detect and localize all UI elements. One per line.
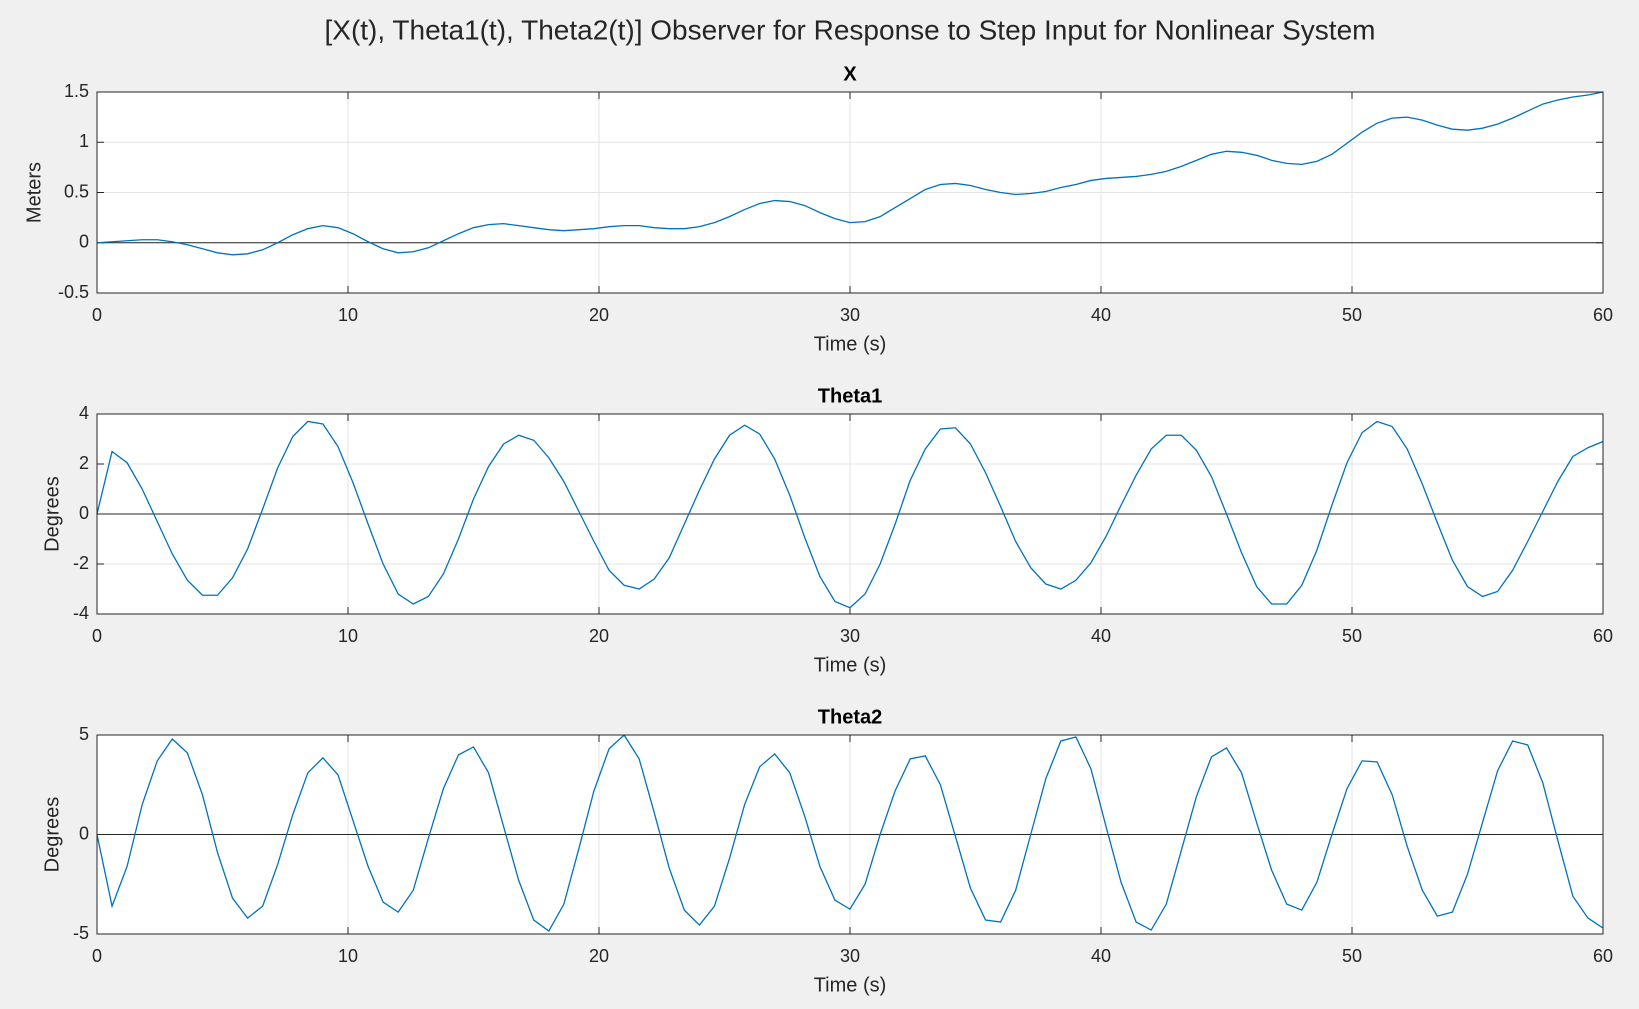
y-tick-label: 0	[79, 823, 89, 843]
x-axis-label: Time (s)	[814, 974, 887, 996]
y-tick-label: -0.5	[58, 282, 89, 302]
y-tick-label: 5	[79, 724, 89, 744]
x-tick-label: 50	[1342, 626, 1362, 646]
data-line	[96, 91, 1604, 256]
y-axis-label: Degrees	[41, 797, 63, 873]
y-tick-label: 0.5	[64, 181, 89, 201]
x-tick-label: 60	[1593, 946, 1613, 966]
y-tick-label: 1	[79, 131, 89, 151]
y-axis-label: Degrees	[41, 476, 63, 552]
x-tick-label: 20	[589, 305, 609, 325]
axes-title: Theta2	[818, 706, 882, 728]
x-tick-label: 60	[1593, 626, 1613, 646]
x-tick-label: 30	[840, 626, 860, 646]
x-tick-label: 50	[1342, 946, 1362, 966]
x-axis-label: Time (s)	[814, 333, 887, 355]
y-tick-label: -5	[73, 923, 89, 943]
y-tick-label: 4	[79, 403, 89, 423]
x-tick-label: 40	[1091, 946, 1111, 966]
data-line	[96, 420, 1604, 609]
x-tick-label: 10	[338, 946, 358, 966]
x-tick-label: 60	[1593, 305, 1613, 325]
figure-title: [X(t), Theta1(t), Theta2(t)] Observer fo…	[325, 14, 1376, 45]
x-tick-label: 30	[840, 946, 860, 966]
y-tick-label: 0	[79, 503, 89, 523]
y-axis-label: Meters	[23, 162, 45, 223]
x-tick-label: 10	[338, 626, 358, 646]
x-tick-label: 40	[1091, 305, 1111, 325]
y-tick-label: 1.5	[64, 81, 89, 101]
x-tick-label: 30	[840, 305, 860, 325]
axes-title: Theta1	[818, 385, 882, 407]
y-tick-label: -2	[73, 553, 89, 573]
x-tick-label: 50	[1342, 305, 1362, 325]
x-tick-label: 20	[589, 626, 609, 646]
x-axis-label: Time (s)	[814, 654, 887, 676]
x-tick-label: 0	[92, 305, 102, 325]
data-line	[96, 733, 1604, 932]
y-tick-label: 2	[79, 453, 89, 473]
axes-box	[96, 91, 1604, 294]
x-tick-label: 10	[338, 305, 358, 325]
y-tick-label: -4	[73, 603, 89, 623]
x-tick-label: 20	[589, 946, 609, 966]
axes-box	[96, 413, 1604, 615]
y-tick-label: 0	[79, 232, 89, 252]
x-tick-label: 40	[1091, 626, 1111, 646]
axes-title: X	[843, 63, 857, 85]
x-tick-label: 0	[92, 626, 102, 646]
x-tick-label: 0	[92, 946, 102, 966]
axes-box	[96, 734, 1604, 935]
